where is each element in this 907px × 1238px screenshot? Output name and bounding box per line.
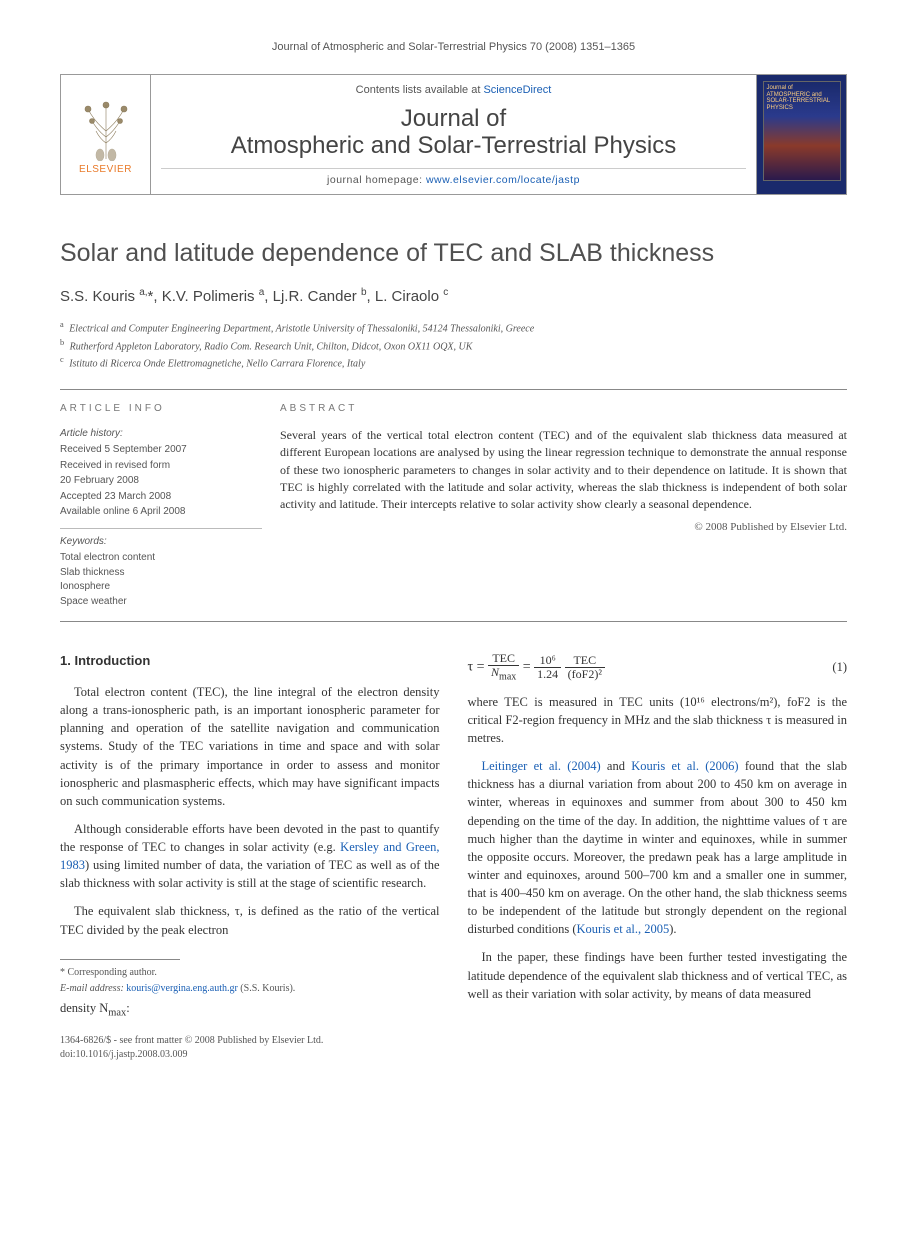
p3c-sub: max <box>108 1007 126 1018</box>
eq-f1-den: Nmax <box>488 666 519 682</box>
eq-f2-num: 10⁶ <box>534 654 561 668</box>
cover-thumb-cell: Journal of ATMOSPHERIC and SOLAR-TERREST… <box>756 75 846 194</box>
history-line: Accepted 23 March 2008 <box>60 490 262 505</box>
page-footer: 1364-6826/$ - see front matter © 2008 Pu… <box>60 1034 847 1063</box>
history-line: 20 February 2008 <box>60 474 262 489</box>
masthead: ELSEVIER Contents lists available at Sci… <box>60 74 847 195</box>
eq-f3-den: (foF2)² <box>565 668 605 681</box>
eq-frac-3: TEC (foF2)² <box>565 654 605 681</box>
keyword: Space weather <box>60 595 262 610</box>
history-line: Received in revised form <box>60 459 262 474</box>
email-footnote: E-mail address: kouris@vergina.eng.auth.… <box>60 982 440 997</box>
abstract-text: Several years of the vertical total elec… <box>280 427 847 514</box>
affiliation: a Electrical and Computer Engineering De… <box>60 319 847 336</box>
body-two-column: 1. Introduction Total electron content (… <box>60 652 847 1021</box>
history-label: Article history: <box>60 427 262 442</box>
p2-post: ) using limited number of data, the vari… <box>60 858 440 890</box>
p3c-colon: : <box>126 1001 129 1015</box>
article-info-heading: ARTICLE INFO <box>60 402 262 417</box>
article-info-row: ARTICLE INFO Article history: Received 5… <box>60 389 847 622</box>
paragraph-3-continued: density Nmax: <box>60 999 440 1021</box>
homepage-prefix: journal homepage: <box>327 174 426 186</box>
email-suffix: (S.S. Kouris). <box>238 983 296 994</box>
footnote-rule <box>60 959 180 960</box>
journal-name-line1: Journal of <box>401 105 506 132</box>
abstract-copyright: © 2008 Published by Elsevier Ltd. <box>280 520 847 536</box>
p5-end: ). <box>669 922 676 936</box>
homepage-line: journal homepage: www.elsevier.com/locat… <box>161 168 746 188</box>
sciencedirect-link[interactable]: ScienceDirect <box>483 84 551 96</box>
p5-mid1: and <box>601 759 632 773</box>
section-1-heading: 1. Introduction <box>60 652 440 671</box>
eq-frac-2: 10⁶ 1.24 <box>534 654 561 681</box>
email-label: E-mail address: <box>60 983 126 994</box>
abstract-block: ABSTRACT Several years of the vertical t… <box>280 390 847 621</box>
history-line: Received 5 September 2007 <box>60 443 262 458</box>
abstract-heading: ABSTRACT <box>280 402 847 417</box>
running-head: Journal of Atmospheric and Solar-Terrest… <box>60 40 847 56</box>
footer-line-2: doi:10.1016/j.jastp.2008.03.009 <box>60 1048 847 1063</box>
homepage-link[interactable]: www.elsevier.com/locate/jastp <box>426 174 580 186</box>
p3c-label: density N <box>60 1001 108 1015</box>
p5-rest: found that the slab thickness has a diur… <box>468 759 848 936</box>
publisher-logo-cell: ELSEVIER <box>61 75 151 194</box>
page: Journal of Atmospheric and Solar-Terrest… <box>0 0 907 1093</box>
citation-leitinger-2004[interactable]: Leitinger et al. (2004) <box>482 759 601 773</box>
author-email-link[interactable]: kouris@vergina.eng.auth.gr <box>126 983 238 994</box>
footer-line-1: 1364-6826/$ - see front matter © 2008 Pu… <box>60 1034 847 1049</box>
equation-1-body: τ = TEC Nmax = 10⁶ 1.24 TEC (foF2)² <box>468 652 605 683</box>
eq-f1-num: TEC <box>488 652 519 666</box>
masthead-center: Contents lists available at ScienceDirec… <box>151 75 756 194</box>
paragraph-1: Total electron content (TEC), the line i… <box>60 683 440 810</box>
keywords-label: Keywords: <box>60 535 262 550</box>
eq-frac-1: TEC Nmax <box>488 652 519 683</box>
citation-kouris-2005[interactable]: Kouris et al., 2005 <box>577 922 670 936</box>
corresponding-author-note: * Corresponding author. <box>60 966 440 981</box>
contents-prefix: Contents lists available at <box>356 84 484 96</box>
paragraph-3: The equivalent slab thickness, τ, is def… <box>60 902 440 938</box>
info-divider <box>60 528 262 529</box>
author-list: S.S. Kouris a,*, K.V. Polimeris a, Lj.R.… <box>60 286 847 308</box>
article-title: Solar and latitude dependence of TEC and… <box>60 235 847 271</box>
elsevier-tree-icon <box>76 91 136 161</box>
keyword: Total electron content <box>60 551 262 566</box>
eq-f3-num: TEC <box>565 654 605 668</box>
journal-name-line2: Atmospheric and Solar-Terrestrial Physic… <box>231 132 677 159</box>
equation-1-number: (1) <box>832 658 847 676</box>
equation-1: τ = TEC Nmax = 10⁶ 1.24 TEC (foF2)² (1) <box>468 652 848 683</box>
keyword: Slab thickness <box>60 566 262 581</box>
eq-eq: = <box>523 660 531 675</box>
eq-f2-den: 1.24 <box>534 668 561 681</box>
paragraph-2: Although considerable efforts have been … <box>60 820 440 893</box>
affiliation: c Istituto di Ricerca Onde Elettromagnet… <box>60 354 847 371</box>
contents-available-line: Contents lists available at ScienceDirec… <box>161 83 746 99</box>
paragraph-5: Leitinger et al. (2004) and Kouris et al… <box>468 757 848 938</box>
affiliation: b Rutherford Appleton Laboratory, Radio … <box>60 337 847 354</box>
citation-kouris-2006[interactable]: Kouris et al. (2006) <box>631 759 738 773</box>
paragraph-4: where TEC is measured in TEC units (10¹⁶… <box>468 693 848 747</box>
paragraph-6: In the paper, these findings have been f… <box>468 948 848 1002</box>
elsevier-wordmark: ELSEVIER <box>79 163 132 178</box>
journal-cover-thumbnail: Journal of ATMOSPHERIC and SOLAR-TERREST… <box>763 81 841 181</box>
keyword: Ionosphere <box>60 580 262 595</box>
journal-name: Journal of Atmospheric and Solar-Terrest… <box>161 105 746 160</box>
article-info-sidebar: ARTICLE INFO Article history: Received 5… <box>60 390 280 621</box>
affiliations: a Electrical and Computer Engineering De… <box>60 319 847 371</box>
eq-lhs: τ = <box>468 660 485 675</box>
history-line: Available online 6 April 2008 <box>60 505 262 520</box>
